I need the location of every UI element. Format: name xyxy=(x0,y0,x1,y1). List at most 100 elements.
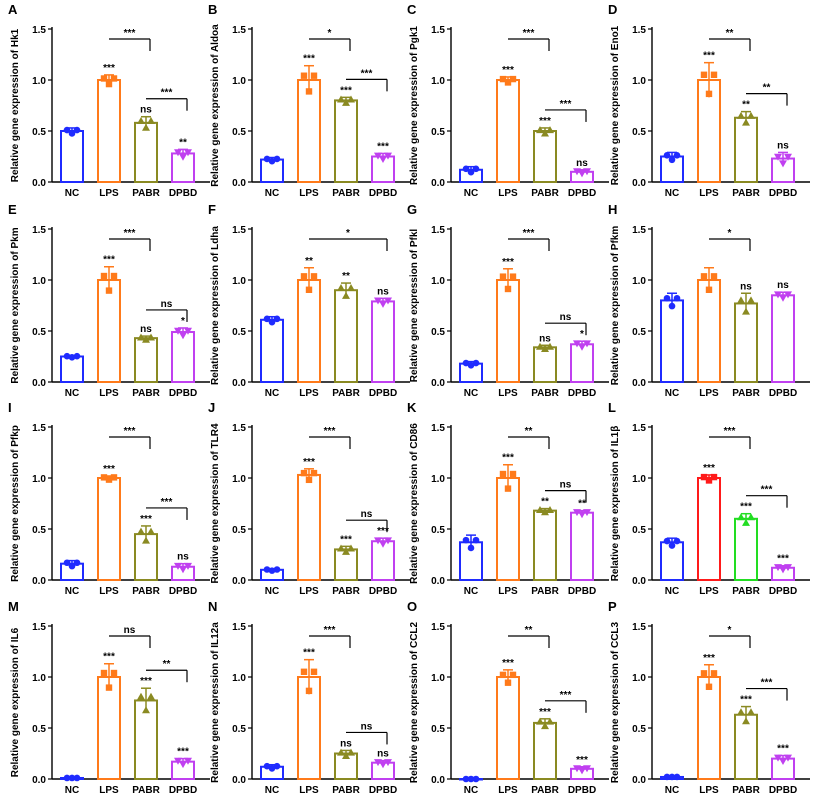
data-point xyxy=(747,513,755,521)
bar-dpbd xyxy=(771,294,795,383)
data-point xyxy=(137,333,145,341)
data-point xyxy=(742,307,750,315)
y-tick-label: 0.5 xyxy=(232,327,246,338)
x-tick-label-nc: NC xyxy=(65,188,79,199)
data-point xyxy=(668,302,676,310)
data-point xyxy=(504,485,512,492)
y-tick-label: 0.5 xyxy=(32,525,46,536)
data-point xyxy=(300,469,308,477)
data-point xyxy=(110,272,118,280)
significance-label: *** xyxy=(502,658,514,669)
significance-label: ns xyxy=(777,280,789,291)
comparison-label: * xyxy=(728,625,732,636)
panel-h: H Relative gene expression of Pfkm 0.0 0.5 1… xyxy=(608,202,810,399)
bar-pabr xyxy=(334,289,358,383)
y-tick-label: 1.5 xyxy=(632,25,646,36)
significance-label: *** xyxy=(303,457,315,468)
data-point xyxy=(462,536,470,544)
data-point xyxy=(546,717,554,725)
data-point xyxy=(305,476,313,484)
panel-k: K Relative gene expression of CD86 0.0 0.5 1… xyxy=(407,400,609,597)
data-point xyxy=(379,540,387,548)
data-point xyxy=(705,286,713,293)
data-point xyxy=(774,153,782,161)
x-tick-label-nc: NC xyxy=(265,188,279,199)
panel-m: M Relative gene expression of IL6 0.0 0.5 1.… xyxy=(8,599,210,796)
significance-label: ns xyxy=(140,105,152,116)
data-point xyxy=(784,754,792,762)
x-tick-label-lps: LPS xyxy=(299,388,319,399)
x-tick-label-dpbd: DPBD xyxy=(169,785,197,796)
comparison-label: ** xyxy=(726,28,734,39)
y-tick-label: 1.0 xyxy=(32,474,46,485)
y-tick-label: 1.5 xyxy=(632,622,646,633)
bar-lps xyxy=(496,676,520,780)
y-tick-label: 1.5 xyxy=(32,225,46,236)
significance-label: *** xyxy=(177,747,189,758)
y-tick-label: 0.5 xyxy=(431,327,445,338)
data-point xyxy=(700,473,708,481)
significance-label: * xyxy=(181,316,185,327)
y-axis-label: Relative gene expression of Ldha xyxy=(210,226,221,385)
data-point xyxy=(337,748,345,756)
data-point xyxy=(379,155,387,163)
y-tick-label: 0.0 xyxy=(232,775,246,786)
data-point xyxy=(174,149,182,157)
data-point xyxy=(179,153,187,161)
data-point xyxy=(578,511,586,519)
data-point xyxy=(541,344,549,352)
data-point xyxy=(499,470,507,478)
significance-label: *** xyxy=(777,744,789,755)
data-point xyxy=(673,294,681,302)
comparison-label: ns xyxy=(161,299,173,310)
panel-letter: N xyxy=(208,599,217,614)
x-tick-label-lps: LPS xyxy=(498,586,518,597)
y-tick-label: 0.0 xyxy=(632,576,646,587)
y-tick-label: 0.0 xyxy=(431,178,445,189)
x-tick-label-pabr: PABR xyxy=(732,388,760,399)
data-point xyxy=(779,294,787,302)
bar-pabr xyxy=(533,130,557,183)
data-point xyxy=(142,123,150,131)
x-tick-label-dpbd: DPBD xyxy=(568,388,596,399)
data-point xyxy=(774,754,782,762)
data-point xyxy=(174,757,182,765)
data-point xyxy=(273,155,281,163)
data-point xyxy=(742,717,750,725)
data-point xyxy=(100,272,108,280)
comparison-label: *** xyxy=(124,28,136,39)
x-tick-label-lps: LPS xyxy=(99,586,119,597)
x-tick-label-pabr: PABR xyxy=(332,586,360,597)
comparison-label: *** xyxy=(560,690,572,701)
significance-label: *** xyxy=(502,453,514,464)
data-point xyxy=(784,153,792,161)
data-point xyxy=(784,291,792,299)
comparison-label: *** xyxy=(761,485,773,496)
panel-letter: M xyxy=(8,599,19,614)
panel-letter: P xyxy=(608,599,617,614)
significance-label: ns xyxy=(377,286,389,297)
significance-label: *** xyxy=(703,51,715,62)
data-point xyxy=(273,566,281,573)
y-tick-label: 0.0 xyxy=(632,178,646,189)
data-point xyxy=(374,759,382,767)
data-point xyxy=(300,72,308,79)
data-point xyxy=(504,285,512,293)
y-tick-label: 1.5 xyxy=(431,25,445,36)
data-point xyxy=(504,679,512,686)
y-tick-label: 1.0 xyxy=(232,673,246,684)
y-tick-label: 1.5 xyxy=(232,225,246,236)
y-tick-label: 1.0 xyxy=(32,276,46,287)
panel-f: F Relative gene expression of Ldha 0.0 0.5 1… xyxy=(208,202,410,399)
significance-label: *** xyxy=(340,534,352,545)
x-tick-label-nc: NC xyxy=(665,586,679,597)
comparison-label: ns xyxy=(361,721,373,732)
comparison-label: *** xyxy=(523,28,535,39)
comparison-label: *** xyxy=(361,68,373,79)
data-point xyxy=(100,669,108,677)
data-point xyxy=(710,473,718,481)
x-tick-label-lps: LPS xyxy=(498,388,518,399)
y-tick-label: 0.5 xyxy=(32,127,46,138)
bar-pabr xyxy=(533,509,557,581)
bar-lps xyxy=(697,477,721,581)
